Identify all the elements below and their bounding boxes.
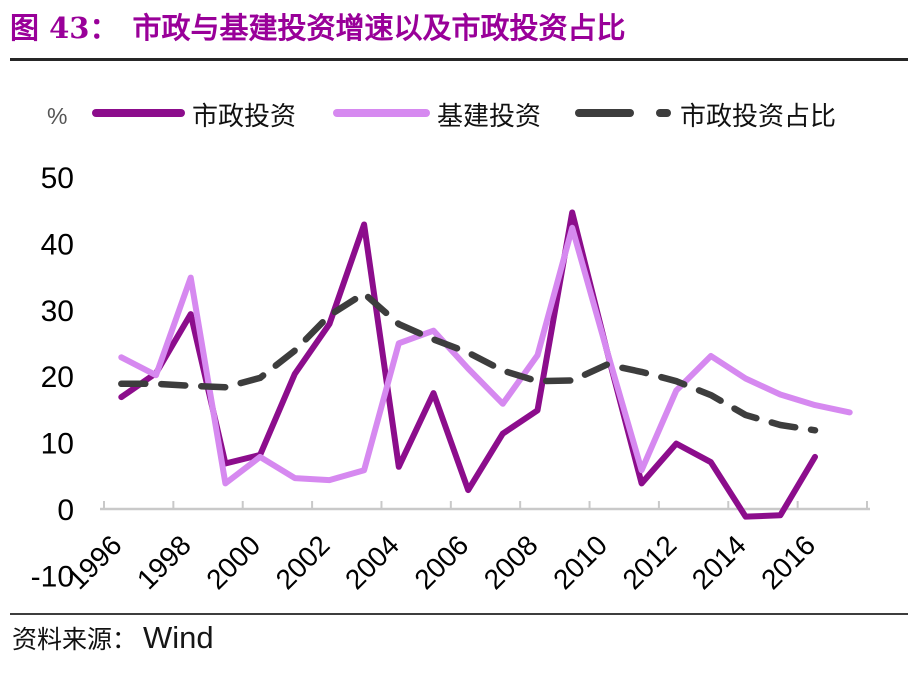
figure-title-text: 市政与基建投资增速以及市政投资占比 [132, 11, 626, 45]
y-axis-label: 50 [41, 162, 74, 195]
legend-swatch-share-dash-short [656, 109, 671, 117]
y-axis-label: -10 [31, 560, 74, 593]
figure-title: 图 43： 市政与基建投资增速以及市政投资占比 [10, 8, 625, 49]
x-axis-label: 2006 [408, 529, 474, 595]
x-axis-label: 2004 [339, 529, 405, 595]
legend-label-share: 市政投资占比 [680, 101, 837, 131]
source-label: 资料来源： [12, 625, 138, 654]
x-axis-label: 2002 [270, 529, 336, 595]
legend-label-infrastructure: 基建投资 [437, 101, 542, 131]
x-axis-label: 2010 [547, 529, 613, 595]
footer-divider [10, 613, 908, 615]
x-axis-label: 2016 [755, 529, 821, 595]
y-axis-label: 10 [41, 428, 74, 461]
legend-swatch-share-dash-long [575, 109, 634, 117]
series-infrastructure-line [118, 224, 853, 487]
x-axis-label: 2008 [478, 529, 544, 595]
source-note: 资料来源： Wind [12, 620, 214, 656]
source-value: Wind [143, 620, 214, 655]
x-axis-label: 2012 [617, 529, 683, 595]
y-axis-label: 0 [57, 494, 74, 527]
y-axis-unit: % [47, 103, 68, 129]
x-axis-label: 2000 [200, 529, 266, 595]
y-axis-label: 30 [41, 295, 74, 328]
legend-label-municipal: 市政投资 [192, 101, 297, 131]
x-axis-label: 1998 [131, 529, 197, 595]
y-axis-label: 40 [41, 228, 74, 261]
y-axis-label: 20 [41, 361, 74, 394]
legend-swatch-infrastructure [333, 109, 430, 117]
title-divider [10, 58, 908, 61]
figure-number: 图 43： [10, 11, 119, 45]
series-share-line [118, 290, 819, 434]
series-municipal-line [118, 209, 818, 520]
legend-swatch-municipal [92, 109, 185, 117]
x-axis-label: 2014 [686, 529, 752, 595]
